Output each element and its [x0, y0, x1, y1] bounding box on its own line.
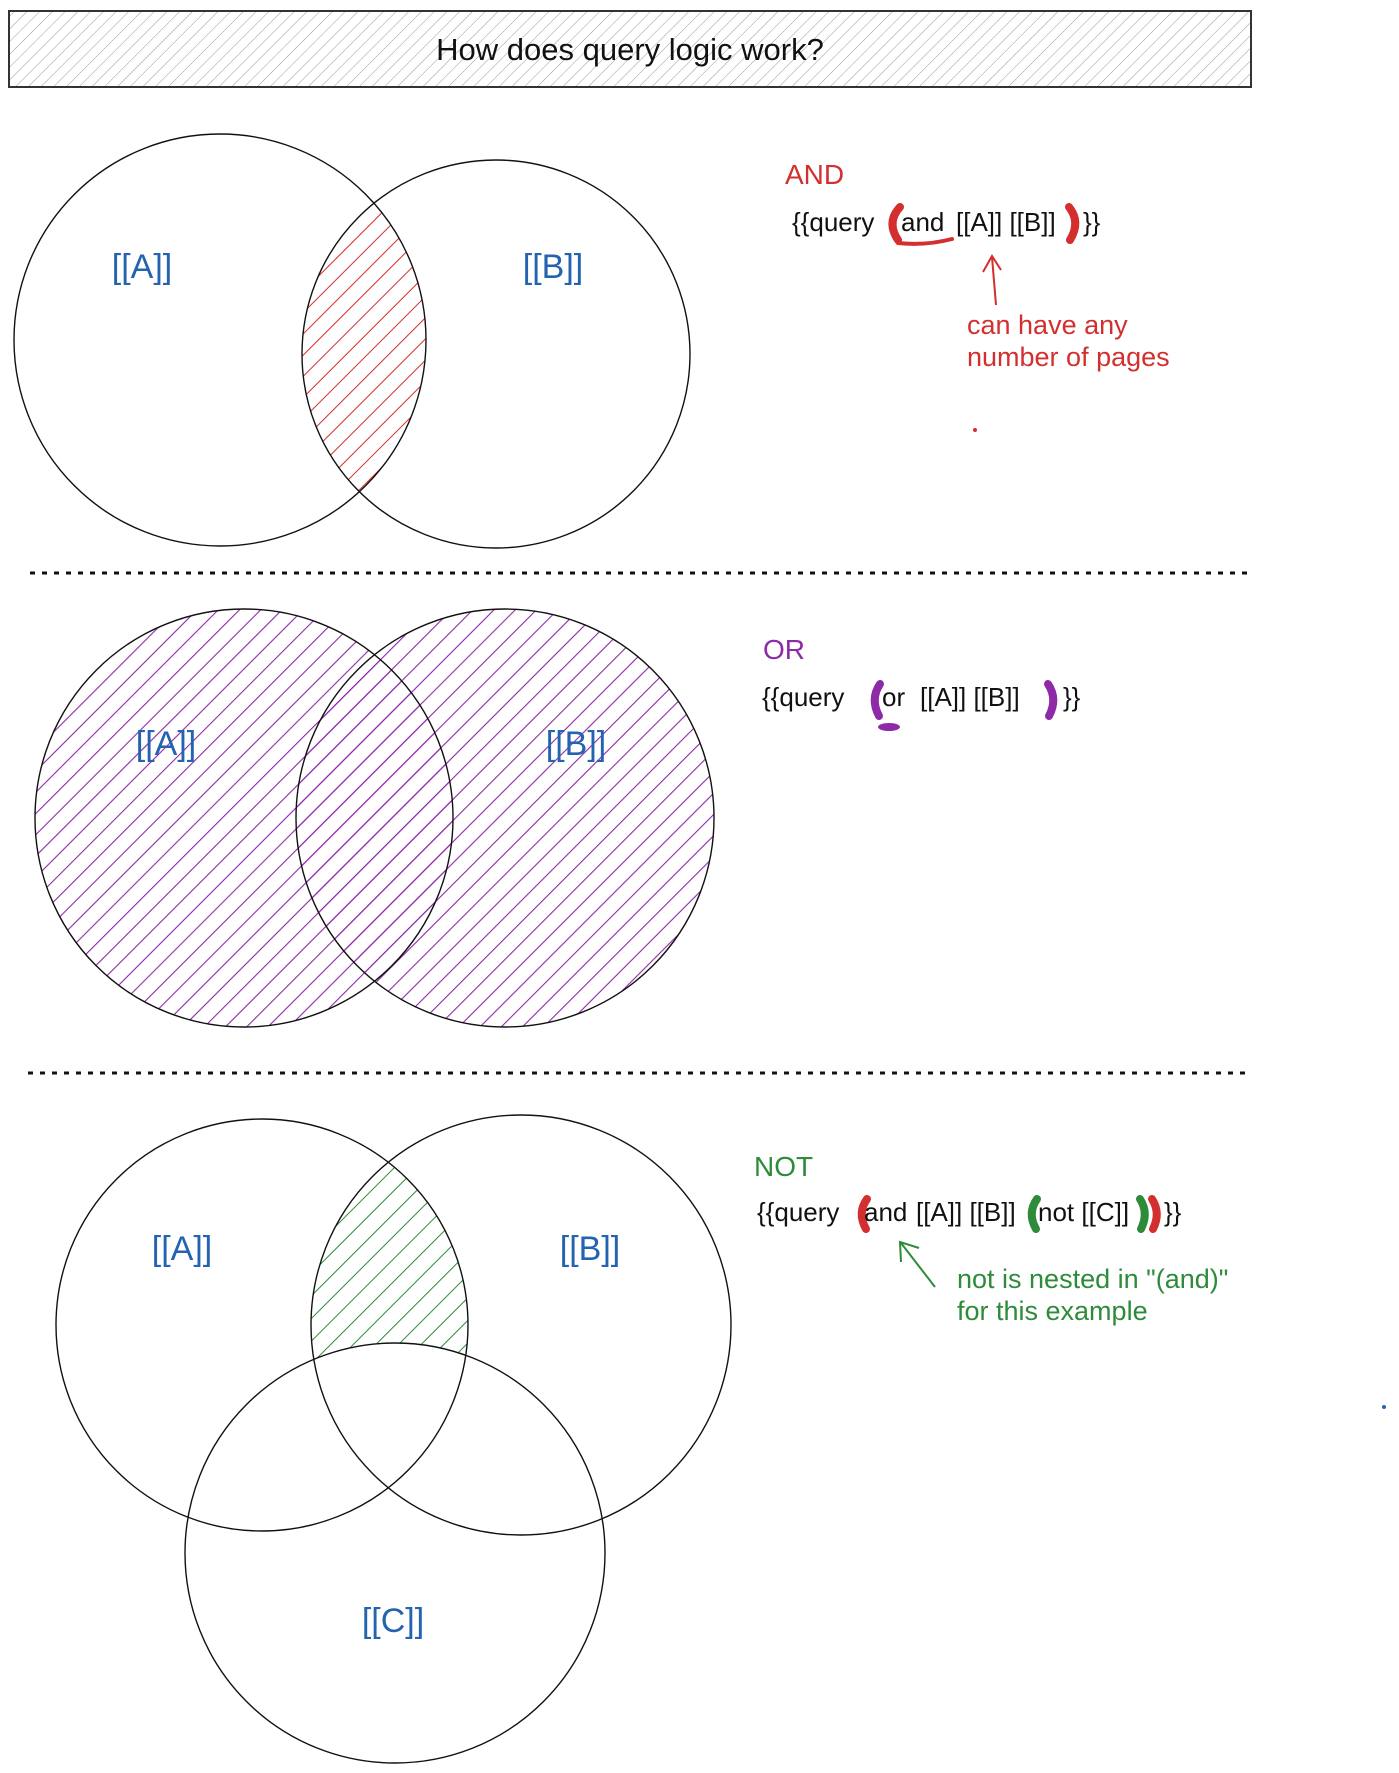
not-open-paren-mark [1027, 1195, 1041, 1233]
or-query-close: }} [1063, 682, 1081, 712]
not-and-close-paren-mark [1148, 1195, 1161, 1233]
not-label-c: [[C]] [362, 1602, 424, 1640]
not-c-mask [311, 1343, 468, 1531]
not-label-a: [[A]] [152, 1230, 212, 1268]
and-heading: AND [785, 159, 844, 190]
and-venn: [[A]] [[B]] [13, 133, 691, 549]
or-query-open: {{query [762, 682, 844, 712]
and-query-close: }} [1083, 207, 1101, 237]
not-query-open: {{query [757, 1197, 839, 1227]
not-label-b: [[B]] [560, 1230, 620, 1268]
and-arrow-up [982, 254, 1002, 306]
or-open-paren-mark [870, 680, 884, 720]
and-query-keyword: and [901, 207, 944, 237]
stray-dot [1382, 1405, 1386, 1409]
not-close-paren-mark [1136, 1195, 1149, 1233]
and-dot [973, 428, 977, 432]
not-circle-c [184, 1342, 606, 1764]
not-venn: [[A]] [[B]] [[C]] [55, 1114, 732, 1764]
or-query-keyword: or [882, 682, 905, 712]
not-note-line1: not is nested in "(and)" [957, 1264, 1228, 1294]
not-query-rest: [[A]] [[B]] [916, 1197, 1016, 1227]
and-keyword-underline [896, 237, 954, 246]
title-box: How does query logic work? [8, 10, 1252, 88]
and-label-a: [[A]] [112, 248, 172, 286]
not-query-keyword: and [864, 1197, 907, 1227]
not-circle-b [310, 1114, 732, 1536]
not-note-line2: for this example [957, 1296, 1148, 1326]
or-circle-a [34, 608, 454, 1028]
and-query-open: {{query [792, 207, 874, 237]
and-intersection-fill [302, 160, 426, 546]
not-arrow [898, 1240, 936, 1288]
or-explanation: OR {{query or [[A]] [[B]] }} [762, 634, 1081, 731]
and-close-paren-mark [1065, 203, 1080, 244]
not-heading: NOT [754, 1151, 813, 1182]
or-query-rest: [[A]] [[B]] [920, 682, 1020, 712]
and-explanation: AND {{query and [[A]] [[B]] }} can have … [785, 159, 1170, 432]
not-query-close: }} [1164, 1197, 1182, 1227]
and-open-paren-mark [888, 203, 904, 244]
and-label-b: [[B]] [523, 248, 583, 286]
or-venn: [[A]] [[B]] [34, 608, 715, 1028]
and-circle-b [301, 159, 691, 549]
or-label-b: [[B]] [546, 725, 606, 763]
or-fill-b [296, 609, 714, 1027]
not-query-not: not [[C]] [1038, 1197, 1129, 1227]
or-label-a: [[A]] [136, 725, 196, 763]
or-circle-b [295, 608, 715, 1028]
not-explanation: NOT {{query and [[A]] [[B]] not [[C]] }}… [754, 1151, 1228, 1326]
not-and-open-paren-mark [857, 1195, 871, 1233]
or-heading: OR [763, 634, 805, 665]
not-intersection-fill [311, 1150, 468, 1360]
or-close-paren-mark [1044, 680, 1058, 720]
page-title: How does query logic work? [436, 32, 824, 67]
and-circle-a [13, 133, 427, 547]
not-circle-a [55, 1118, 469, 1532]
and-note-line1: can have any [967, 310, 1128, 340]
and-query-rest: [[A]] [[B]] [956, 207, 1056, 237]
or-keyword-mark [878, 723, 900, 731]
and-note-line2: number of pages [967, 342, 1170, 372]
